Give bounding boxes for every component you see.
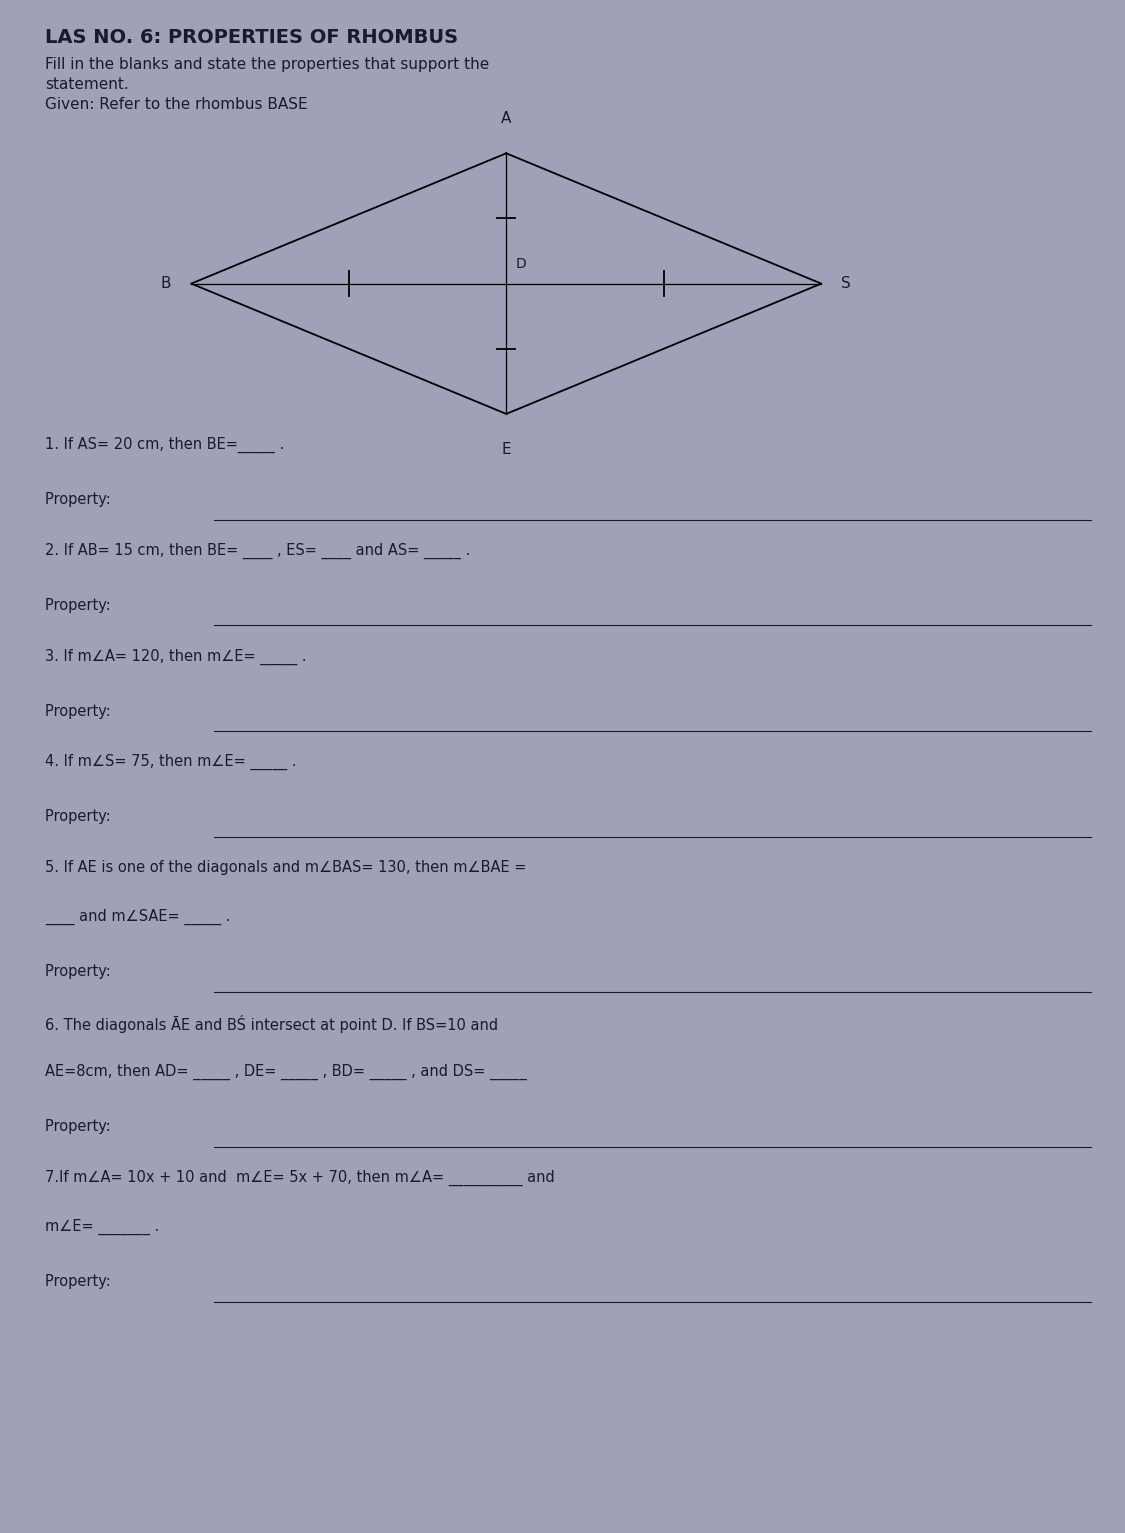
Text: 4. If m∠S= 75, then m∠E= _____ .: 4. If m∠S= 75, then m∠E= _____ . bbox=[45, 754, 297, 771]
Text: A: A bbox=[501, 110, 512, 126]
Text: E: E bbox=[502, 442, 511, 457]
Text: Property:: Property: bbox=[45, 598, 116, 613]
Text: S: S bbox=[842, 276, 852, 291]
Text: AE=8cm, then AD= _____ , DE= _____ , BD= _____ , and DS= _____: AE=8cm, then AD= _____ , DE= _____ , BD=… bbox=[45, 1064, 526, 1081]
Text: Property:: Property: bbox=[45, 809, 116, 825]
Text: Property:: Property: bbox=[45, 1274, 116, 1289]
Text: statement.: statement. bbox=[45, 77, 128, 92]
Text: m∠E= _______ .: m∠E= _______ . bbox=[45, 1219, 160, 1236]
Text: B: B bbox=[161, 276, 171, 291]
Text: 2. If AB= 15 cm, then BE= ____ , ES= ____ and AS= _____ .: 2. If AB= 15 cm, then BE= ____ , ES= ___… bbox=[45, 543, 470, 560]
Text: Given: Refer to the rhombus BASE: Given: Refer to the rhombus BASE bbox=[45, 97, 307, 112]
Text: Property:: Property: bbox=[45, 964, 116, 980]
Text: 5. If AE is one of the diagonals and m∠BAS= 130, then m∠BAE =: 5. If AE is one of the diagonals and m∠B… bbox=[45, 860, 526, 875]
Text: 1. If AS= 20 cm, then BE=_____ .: 1. If AS= 20 cm, then BE=_____ . bbox=[45, 437, 285, 454]
Text: LAS NO. 6: PROPERTIES OF RHOMBUS: LAS NO. 6: PROPERTIES OF RHOMBUS bbox=[45, 28, 458, 46]
Text: Property:: Property: bbox=[45, 704, 116, 719]
Text: Fill in the blanks and state the properties that support the: Fill in the blanks and state the propert… bbox=[45, 57, 489, 72]
Text: Property:: Property: bbox=[45, 492, 116, 507]
Text: ____ and m∠SAE= _____ .: ____ and m∠SAE= _____ . bbox=[45, 909, 231, 926]
Text: 6. The diagonals ĀE and BŚ intersect at point D. If BS=10 and: 6. The diagonals ĀE and BŚ intersect at … bbox=[45, 1015, 498, 1033]
Text: Property:: Property: bbox=[45, 1119, 116, 1134]
Text: 7.If m∠A= 10x + 10 and  m∠E= 5x + 70, then m∠A= __________ and: 7.If m∠A= 10x + 10 and m∠E= 5x + 70, the… bbox=[45, 1170, 555, 1187]
Text: D: D bbox=[515, 258, 526, 271]
Text: 3. If m∠A= 120, then m∠E= _____ .: 3. If m∠A= 120, then m∠E= _____ . bbox=[45, 648, 306, 665]
